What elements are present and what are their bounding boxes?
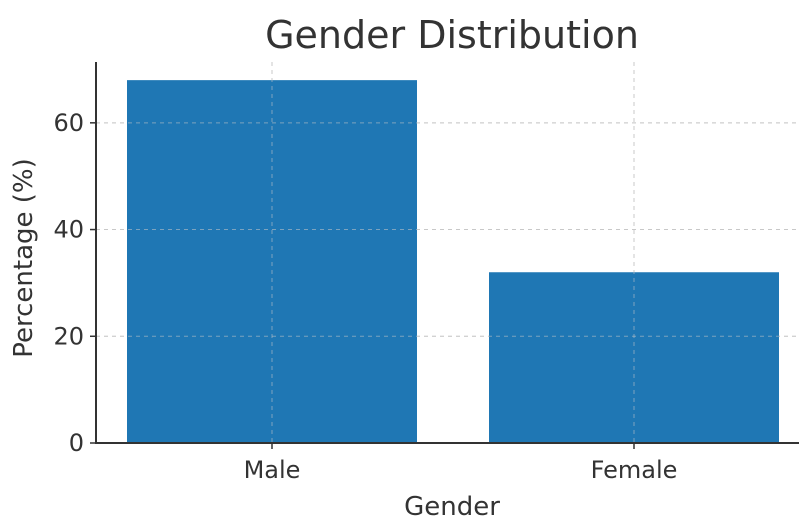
bars-layer <box>96 62 799 444</box>
x-tick-label-female: Female <box>591 456 678 484</box>
y-tick-label: 40 <box>53 216 84 244</box>
y-tick-label: 60 <box>53 109 84 137</box>
axes-layer <box>90 62 799 449</box>
y-tick-label: 0 <box>69 429 84 457</box>
y-axis-label: Percentage (%) <box>9 158 39 358</box>
labels-layer: 0 20 40 60 Male Female <box>53 109 677 484</box>
y-tick-label: 20 <box>53 322 84 350</box>
x-tick-label-male: Male <box>244 456 301 484</box>
chart-title: Gender Distribution <box>265 13 639 57</box>
x-axis-label: Gender <box>404 492 500 519</box>
